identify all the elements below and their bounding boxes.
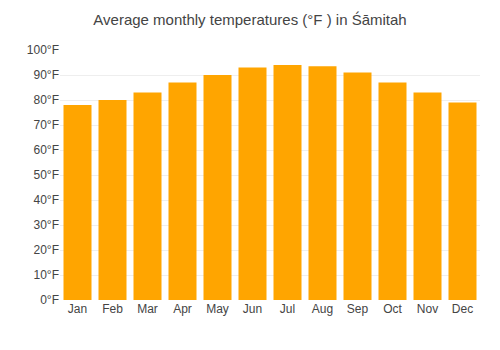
svg-text:0°F: 0°F — [40, 293, 59, 307]
svg-text:80°F: 80°F — [34, 93, 59, 107]
svg-text:Average monthly temperatures (: Average monthly temperatures (°F ) in Śā… — [93, 11, 406, 28]
svg-text:40°F: 40°F — [34, 193, 59, 207]
svg-text:70°F: 70°F — [34, 118, 59, 132]
svg-text:Jan: Jan — [68, 302, 87, 316]
svg-text:Sep: Sep — [347, 302, 369, 316]
svg-text:Feb: Feb — [102, 302, 123, 316]
svg-text:May: May — [206, 302, 229, 316]
svg-text:Jun: Jun — [243, 302, 262, 316]
svg-text:10°F: 10°F — [34, 268, 59, 282]
svg-text:Nov: Nov — [417, 302, 438, 316]
svg-text:100°F: 100°F — [27, 43, 59, 57]
svg-text:Apr: Apr — [173, 302, 192, 316]
svg-text:Aug: Aug — [312, 302, 333, 316]
svg-text:Jul: Jul — [280, 302, 295, 316]
svg-text:Mar: Mar — [137, 302, 158, 316]
svg-text:20°F: 20°F — [34, 243, 59, 257]
svg-text:90°F: 90°F — [34, 68, 59, 82]
svg-text:50°F: 50°F — [34, 168, 59, 182]
svg-text:Dec: Dec — [452, 302, 473, 316]
svg-text:30°F: 30°F — [34, 218, 59, 232]
svg-text:60°F: 60°F — [34, 143, 59, 157]
svg-text:Oct: Oct — [383, 302, 402, 316]
